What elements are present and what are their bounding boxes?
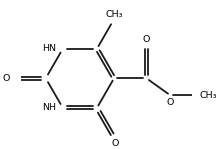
Text: O: O [111,139,118,148]
Text: CH₃: CH₃ [199,91,217,100]
Text: O: O [3,74,10,83]
Text: O: O [167,98,174,107]
Text: O: O [143,35,150,44]
Text: CH₃: CH₃ [105,10,123,19]
Text: HN: HN [43,44,57,53]
Text: NH: NH [43,103,57,112]
